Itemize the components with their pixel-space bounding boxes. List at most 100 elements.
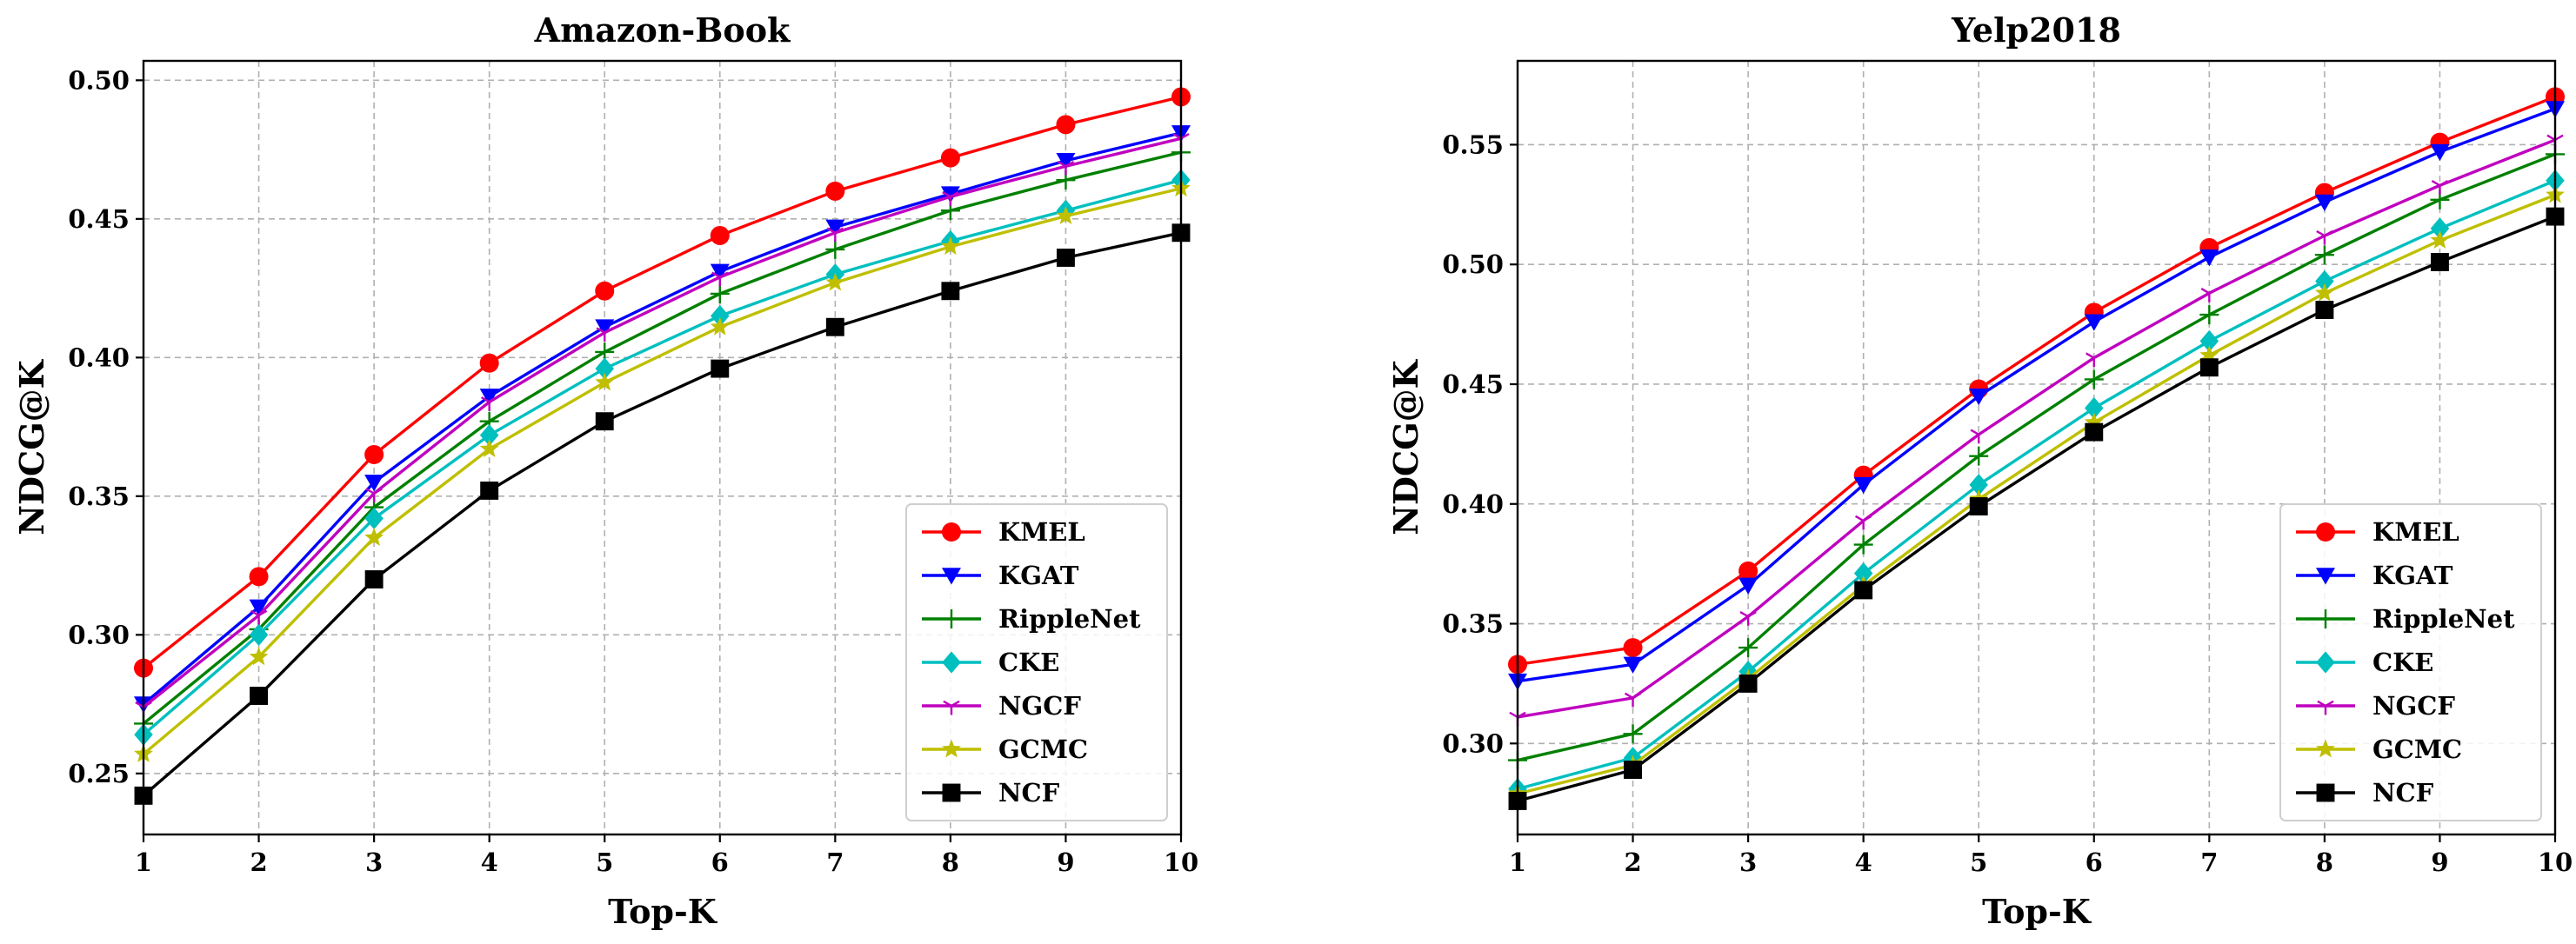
data-point-kmel bbox=[249, 567, 269, 587]
legend-entry-gcmc: GCMC bbox=[922, 735, 1088, 764]
data-point-ncf bbox=[2199, 358, 2219, 377]
data-point-cke bbox=[2430, 217, 2450, 240]
x-axis-label: Top-K bbox=[1982, 892, 2092, 931]
data-point-cke bbox=[2315, 269, 2334, 293]
series-line-ngcf bbox=[142, 136, 1182, 708]
y-axis-label: NDCG@K bbox=[12, 358, 51, 535]
legend-marker-ncf bbox=[2316, 783, 2335, 802]
data-point-ncf bbox=[711, 359, 730, 378]
legend-entry-kgat: KGAT bbox=[922, 561, 1079, 590]
legend-entry-cke: CKE bbox=[922, 648, 1059, 677]
chart-title: Yelp2018 bbox=[1951, 10, 2121, 50]
x-tick-label: 10 bbox=[1164, 848, 1198, 877]
data-point-ripplenet bbox=[1969, 446, 1989, 466]
x-tick-label: 10 bbox=[2538, 848, 2573, 877]
data-point-cke bbox=[2199, 329, 2219, 353]
x-tick-label: 5 bbox=[596, 848, 613, 877]
data-point-ngcf bbox=[1739, 610, 1757, 626]
series-line-ripplenet bbox=[1517, 152, 2556, 762]
data-point-ngcf bbox=[1624, 692, 1642, 708]
data-point-kgat bbox=[1623, 656, 1643, 674]
series-kgat bbox=[134, 125, 1191, 714]
series-ncf bbox=[134, 223, 1191, 805]
legend-entry-ncf: NCF bbox=[922, 778, 1060, 808]
data-point-kgat bbox=[1853, 476, 1873, 495]
data-point-ncf bbox=[364, 570, 384, 588]
y-tick-label: 0.50 bbox=[68, 65, 130, 95]
series-ngcf bbox=[135, 133, 1190, 716]
data-point-ripplenet bbox=[2199, 305, 2219, 325]
data-point-kgat bbox=[2430, 143, 2450, 162]
legend-box bbox=[2279, 503, 2542, 821]
x-tick-label: 4 bbox=[1855, 848, 1872, 877]
x-tick-label: 6 bbox=[711, 848, 729, 877]
legend-label: GCMC bbox=[2372, 735, 2462, 764]
series-line-kgat bbox=[142, 131, 1182, 706]
data-point-kgat bbox=[2199, 249, 2219, 267]
data-point-ripplenet bbox=[1853, 535, 1873, 555]
legend-marker-ngcf bbox=[2317, 700, 2334, 715]
legend-entry-ripplenet: RippleNet bbox=[2296, 604, 2515, 634]
x-tick-label: 8 bbox=[2316, 848, 2333, 877]
series-line-gcmc bbox=[142, 187, 1182, 755]
data-point-gcmc bbox=[825, 272, 845, 291]
data-point-ngcf bbox=[711, 271, 729, 287]
x-tick-label: 6 bbox=[2085, 848, 2103, 877]
x-tick-label: 1 bbox=[135, 848, 152, 877]
x-tick-label: 2 bbox=[250, 848, 267, 877]
series-line-ncf bbox=[142, 231, 1182, 797]
legend-label: RippleNet bbox=[2372, 604, 2515, 634]
legend-label: NGCF bbox=[2372, 691, 2455, 721]
data-point-ncf bbox=[825, 317, 844, 336]
data-point-ngcf bbox=[2316, 229, 2333, 245]
legend-entry-gcmc: GCMC bbox=[2296, 735, 2462, 764]
data-point-ncf bbox=[1969, 497, 1988, 515]
data-point-kgat bbox=[595, 319, 615, 336]
x-tick-label: 9 bbox=[2431, 848, 2448, 877]
data-point-ngcf bbox=[942, 191, 959, 206]
chart-amazon-book: Amazon-Book Top-K NDCG@K 1 2 3 4 5 6 7 8 9 10 0.25… bbox=[12, 10, 1198, 931]
data-point-ncf bbox=[941, 282, 960, 301]
data-point-ngcf bbox=[826, 227, 844, 243]
data-point-gcmc bbox=[595, 372, 615, 391]
legend-marker-ngcf bbox=[943, 700, 960, 715]
data-point-gcmc bbox=[2430, 230, 2450, 249]
data-point-ngcf bbox=[250, 609, 268, 625]
data-point-ngcf bbox=[596, 327, 613, 342]
data-point-kmel bbox=[940, 148, 960, 168]
legend-entry-kmel: KMEL bbox=[922, 517, 1085, 547]
x-tick-label: 4 bbox=[481, 848, 498, 877]
x-tick-label: 2 bbox=[1624, 848, 1641, 877]
legend-label: GCMC bbox=[998, 735, 1088, 764]
series-line-gcmc bbox=[1517, 193, 2556, 795]
series-line-cke bbox=[142, 178, 1182, 736]
data-point-ngcf bbox=[480, 396, 498, 411]
legend-marker-ripplenet bbox=[2316, 609, 2335, 628]
data-point-ripplenet bbox=[2084, 369, 2104, 389]
data-point-ncf bbox=[1624, 761, 1643, 780]
x-tick-label: 5 bbox=[1970, 848, 1987, 877]
data-point-ngcf bbox=[1970, 429, 1987, 444]
data-point-ripplenet bbox=[2314, 245, 2334, 265]
legend-marker-kmel bbox=[942, 522, 961, 542]
data-point-kmel bbox=[595, 281, 615, 301]
data-point-ripplenet bbox=[1623, 724, 1643, 744]
legend: KMEL KGAT RippleNet CKE NGCF GCMC NCF bbox=[2279, 503, 2542, 821]
x-tick-label: 7 bbox=[826, 848, 844, 877]
x-tick-label: 8 bbox=[942, 848, 959, 877]
legend-entry-kgat: KGAT bbox=[2296, 561, 2453, 590]
legend-label: CKE bbox=[998, 648, 1059, 677]
y-tick-label: 0.45 bbox=[68, 204, 130, 234]
data-point-ncf bbox=[480, 481, 499, 500]
series-line-kmel bbox=[1517, 95, 2556, 667]
data-point-kgat bbox=[710, 263, 730, 281]
data-point-cke bbox=[2085, 396, 2104, 420]
y-tick-label: 0.45 bbox=[1442, 369, 1504, 399]
legend-entry-kmel: KMEL bbox=[2296, 517, 2459, 547]
data-point-ncf bbox=[2315, 301, 2334, 320]
data-point-ncf bbox=[595, 412, 614, 431]
y-tick-label: 0.35 bbox=[68, 482, 130, 511]
data-point-cke bbox=[1969, 474, 1988, 496]
legend-marker-ncf bbox=[942, 783, 961, 802]
